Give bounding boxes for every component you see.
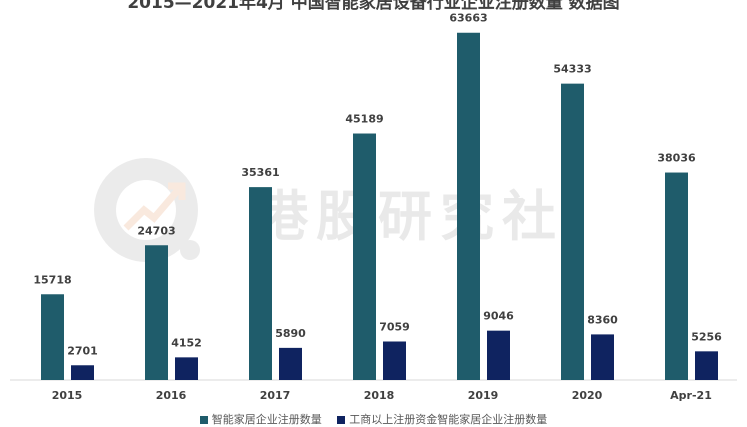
legend-item-1: 智能家居企业注册数量: [199, 411, 322, 427]
data-label-s1-2018: 45189: [345, 113, 383, 126]
legend-swatch-2: [337, 416, 346, 424]
data-label-s2-2018: 7059: [379, 320, 410, 333]
data-label-s2-2019: 9046: [483, 310, 514, 323]
bar-s1-2020: [561, 83, 584, 380]
bar-s1-2015: [41, 294, 64, 380]
watermark: 港股研究社: [86, 150, 666, 270]
data-label-s1-2017: 35361: [241, 166, 279, 179]
bar-s1-2019: [457, 32, 480, 380]
bar-s2-2018: [383, 341, 406, 380]
bar-s2-2020: [591, 334, 614, 380]
legend: 智能家居企业注册数量 工商以上注册资金智能家居企业注册数量: [0, 411, 747, 427]
data-label-s2-2016: 4152: [171, 336, 202, 349]
data-label-s1-2020: 54333: [553, 63, 591, 76]
x-tick-label-2016: 2016: [156, 389, 187, 402]
bar-s2-2016: [175, 357, 198, 380]
bar-s2-Apr-21: [695, 351, 718, 380]
x-tick-label-2015: 2015: [52, 389, 83, 402]
data-label-s1-Apr-21: 38036: [657, 152, 696, 165]
data-label-s1-2019: 63663: [449, 12, 487, 25]
x-tick-label-Apr-21: Apr-21: [670, 389, 712, 402]
bar-s1-2016: [145, 245, 168, 380]
bar-s2-2019: [487, 330, 510, 380]
data-label-s2-Apr-21: 5256: [691, 330, 722, 343]
legend-swatch-1: [199, 416, 208, 424]
watermark-logo-icon: [94, 158, 200, 262]
bar-s2-2015: [71, 365, 94, 380]
data-label-s2-2015: 2701: [67, 344, 98, 357]
x-tick-label-2017: 2017: [260, 389, 291, 402]
watermark-text: 港股研究社: [254, 185, 564, 248]
data-label-s2-2017: 5890: [275, 327, 306, 340]
data-label-s1-2015: 15718: [33, 273, 71, 286]
data-label-s1-2016: 24703: [137, 224, 175, 237]
x-tick-label-2018: 2018: [364, 389, 395, 402]
bar-s1-2018: [353, 133, 376, 380]
bar-s2-2017: [279, 347, 302, 380]
x-tick-label-2020: 2020: [572, 389, 603, 402]
data-label-s2-2020: 8360: [587, 313, 618, 326]
legend-item-2: 工商以上注册资金智能家居企业注册数量: [337, 411, 547, 427]
bar-s1-Apr-21: [665, 172, 688, 380]
chart-title: 2015—2021年4月 中国智能家居设备行业企业注册数量 数据图: [127, 0, 620, 13]
x-tick-label-2019: 2019: [468, 389, 499, 402]
bar-s1-2017: [249, 187, 272, 380]
